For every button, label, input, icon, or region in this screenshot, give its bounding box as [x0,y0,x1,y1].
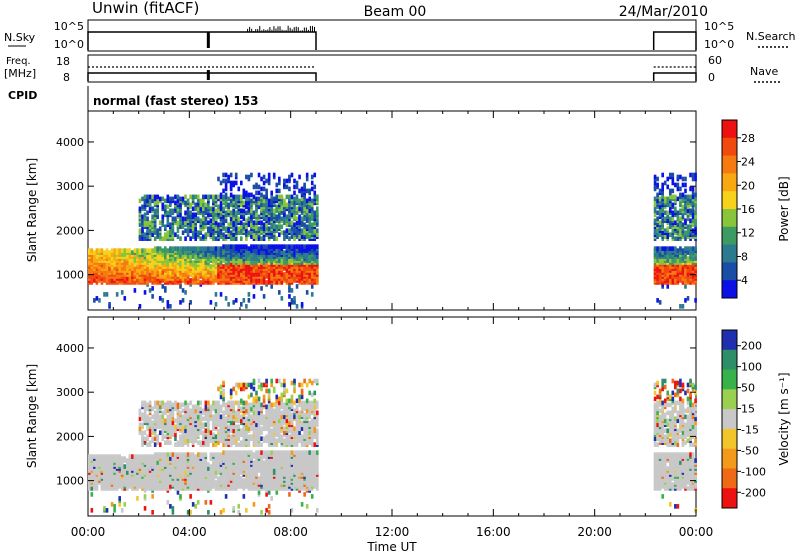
colorbar-swatch [722,209,737,227]
ytick-label: 1000 [56,475,84,488]
nave-label: Nave [750,65,778,78]
freq-tick-bottom: 8 [63,71,70,84]
colorbar-tick: -200 [741,486,766,499]
colorbar-swatch [722,350,737,370]
freq-trace [88,67,696,81]
colorbar-tick: -50 [741,444,759,457]
colorbar-swatch [722,280,737,298]
ytick-label: 1000 [56,269,84,282]
colorbar-swatch [722,468,737,488]
colorbar-tick: 16 [741,203,755,216]
colorbar-swatch [722,370,737,390]
ytick-label: 3000 [56,180,84,193]
velocity-data [88,379,697,515]
xtick-label: 16:00 [476,525,511,539]
xtick-label: 12:00 [375,525,410,539]
station-label: Unwin (fitACF) [92,0,199,17]
colorbar-swatch [722,330,737,350]
colorbar-swatch [722,409,737,429]
xtick-label: 08:00 [273,525,308,539]
colorbar-swatch [722,227,737,245]
colorbar-tick: 8 [741,250,748,263]
colorbar-label: Power [dB] [777,176,791,241]
colorbar-swatch [722,488,737,508]
colorbar-swatch [722,156,737,174]
colorbar-swatch [722,191,737,209]
xtick-label: 00:00 [679,525,714,539]
colorbar-tick: 4 [741,274,748,287]
xtick-label: 00:00 [71,525,106,539]
ytick-label: 4000 [56,136,84,149]
colorbar-swatch [722,173,737,191]
xaxis-label: Time UT [366,540,417,554]
colorbar-swatch [722,449,737,469]
nsearch-label: N.Search [746,30,796,43]
freq-unit: [MHz] [4,67,36,80]
nsky-tick-bottom: 10^0 [54,38,84,51]
xtick-label: 04:00 [172,525,207,539]
colorbar-tick: 20 [741,179,755,192]
colorbar-tick: -100 [741,465,766,478]
cpid-value: normal (fast stereo) 153 [93,94,259,108]
colorbar-swatch [722,245,737,263]
xtick-label: 20:00 [577,525,612,539]
nsky-trace [88,26,696,50]
nsearch-tick-bottom: 10^0 [704,38,734,51]
nsearch-tick-top: 10^5 [704,20,734,33]
colorbar-label: Velocity [m s⁻¹] [777,372,791,465]
date-label: 24/Mar/2010 [619,4,708,20]
ytick-label: 2000 [56,430,84,443]
nsky-panel [88,20,696,51]
ytick-label: 3000 [56,386,84,399]
power-ylabel: Slant Range [km] [25,158,39,262]
colorbar-tick: 15 [741,403,755,416]
freq-tick-top: 18 [56,55,70,68]
colorbar-tick: -15 [741,423,759,436]
freq-panel [88,55,696,82]
colorbar-tick: 50 [741,382,755,395]
colorbar-swatch [722,429,737,449]
colorbar-tick: 28 [741,132,755,145]
colorbar-swatch [722,120,737,138]
velocity-ylabel: Slant Range [km] [25,364,39,468]
nsky-label: N.Sky [4,31,36,44]
colorbar-swatch [722,138,737,156]
nave-tick-bottom: 0 [708,71,715,84]
nave-tick-top: 60 [708,54,722,67]
colorbar-swatch [722,389,737,409]
power-data [88,173,697,309]
colorbar-tick: 200 [741,340,762,353]
ytick-label: 2000 [56,224,84,237]
beam-label: Beam 00 [364,4,427,20]
colorbar-swatch [722,262,737,280]
cpid-label: CPID [8,89,37,102]
colorbar-tick: 12 [741,227,755,240]
colorbar-tick: 100 [741,361,762,374]
colorbar-tick: 24 [741,156,755,169]
nsky-tick-top: 10^5 [54,20,84,33]
ytick-label: 4000 [56,342,84,355]
freq-label: Freq. [6,56,31,67]
